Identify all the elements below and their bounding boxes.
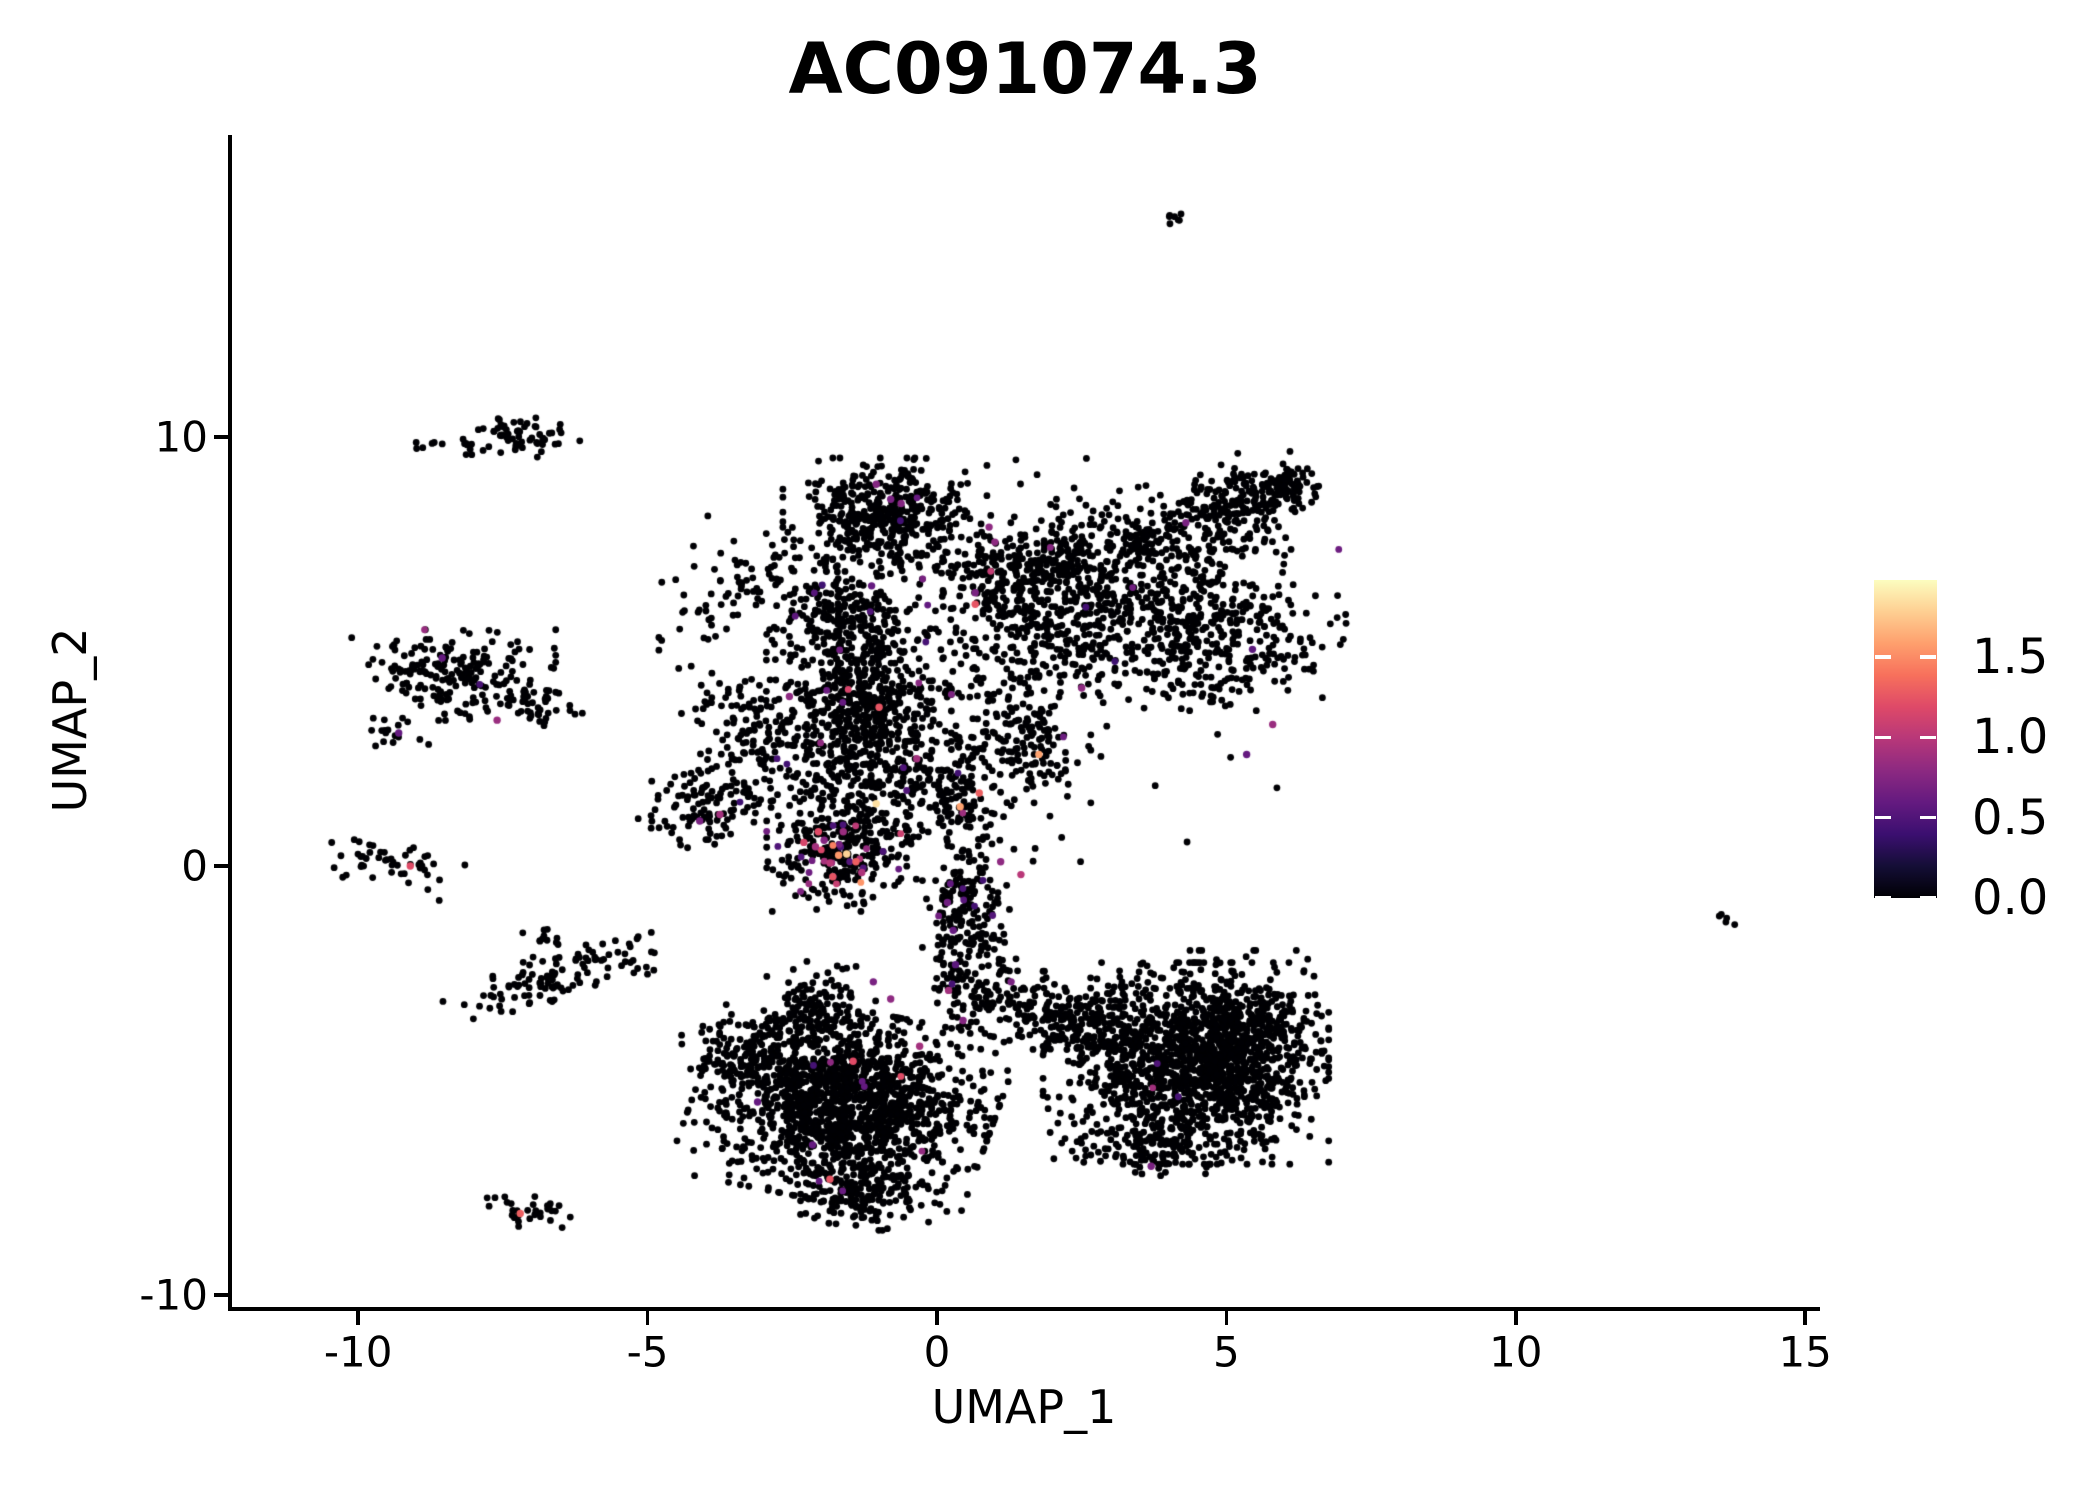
x-tick-label: 15 — [1778, 1327, 1832, 1377]
x-tick-mark — [1803, 1310, 1807, 1325]
colorbar-tick-dash — [1875, 735, 1891, 740]
colorbar-tick-dash — [1875, 815, 1891, 820]
colorbar-tick-dash — [1920, 815, 1936, 820]
y-tick-mark — [214, 864, 228, 868]
y-tick-mark — [214, 435, 228, 439]
x-tick-label: -10 — [323, 1327, 393, 1377]
colorbar-tick-dash — [1920, 655, 1936, 659]
colorbar-tick-label: 1.0 — [1972, 709, 2049, 766]
colorbar-tick-dash — [1875, 655, 1891, 659]
x-tick-label: 5 — [1213, 1327, 1240, 1377]
x-tick-mark — [1514, 1310, 1518, 1325]
x-tick-label: 0 — [923, 1327, 951, 1377]
x-tick-label: 10 — [1489, 1327, 1543, 1377]
x-tick-mark — [645, 1310, 650, 1325]
colorbar-tick-dash — [1920, 896, 1936, 900]
y-tick-label: 0 — [181, 841, 208, 891]
x-tick-label: -5 — [626, 1327, 669, 1377]
x-tick-mark — [935, 1310, 939, 1325]
y-tick-label: -10 — [139, 1270, 208, 1320]
x-tick-mark — [1224, 1310, 1229, 1325]
x-tick-mark — [356, 1310, 360, 1325]
y-tick-mark — [214, 1293, 228, 1297]
plot-title: AC091074.3 — [788, 28, 1262, 110]
colorbar-tick-dash — [1920, 735, 1936, 740]
colorbar-tick-label: 0.0 — [1972, 870, 2049, 926]
colorbar-tick-dash — [1875, 896, 1891, 900]
y-tick-label: 10 — [154, 412, 208, 462]
y-axis-label: UMAP_2 — [43, 627, 97, 813]
colorbar-tick-label: 0.5 — [1972, 789, 2049, 846]
colorbar-tick-label: 1.5 — [1972, 629, 2049, 686]
x-axis-label: UMAP_1 — [931, 1380, 1117, 1434]
y-axis-line — [228, 135, 232, 1311]
x-axis-line — [228, 1307, 1820, 1311]
